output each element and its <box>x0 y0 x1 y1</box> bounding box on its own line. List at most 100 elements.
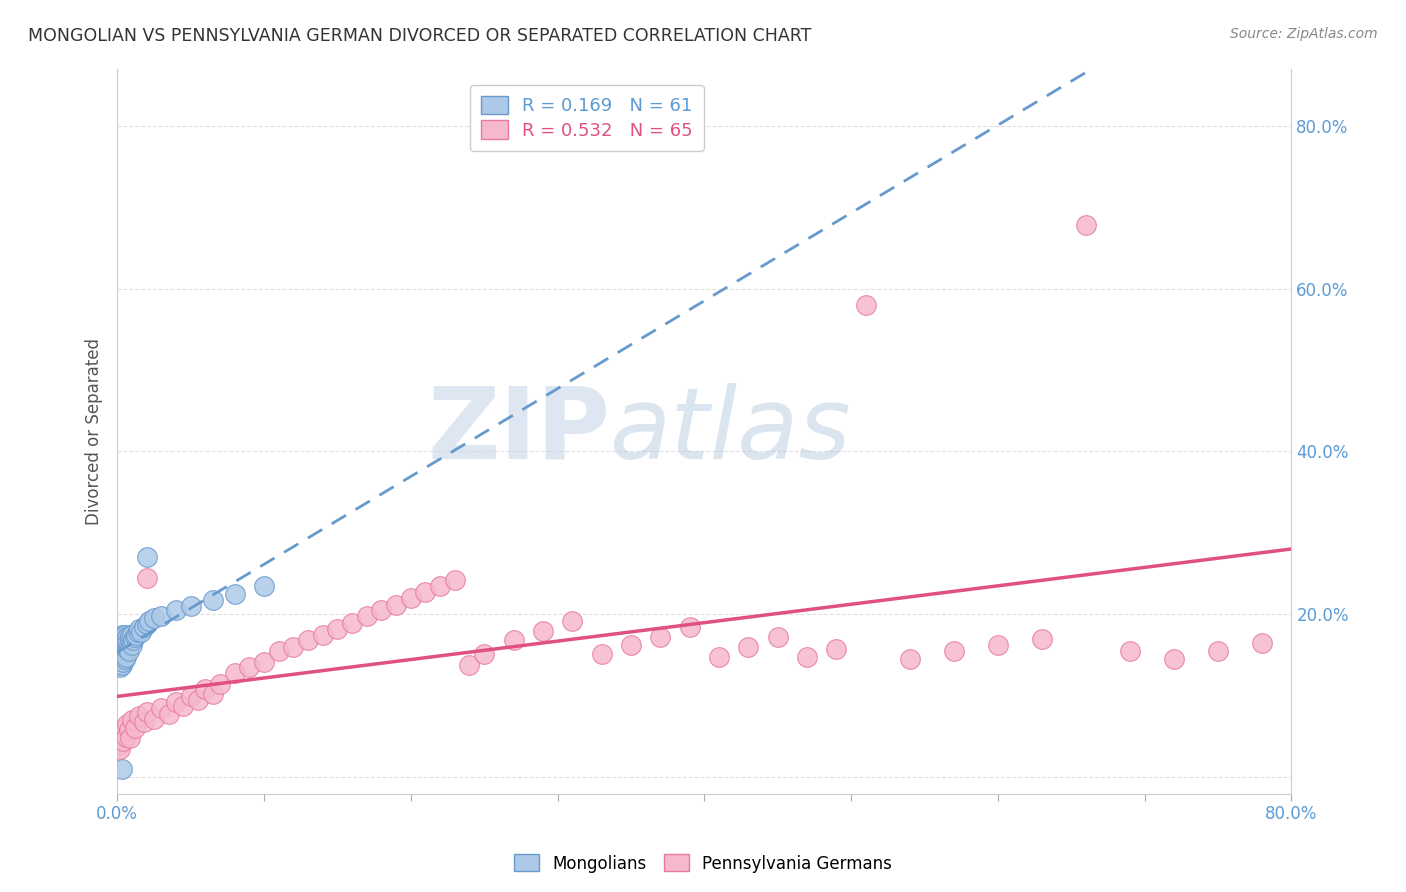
Point <box>107 738 129 752</box>
Point <box>107 640 129 654</box>
Point <box>679 620 702 634</box>
Point <box>112 633 135 648</box>
Point <box>385 598 408 612</box>
Point <box>114 722 136 736</box>
Point <box>129 625 152 640</box>
Point <box>120 633 142 648</box>
Point <box>110 641 132 656</box>
Point <box>117 636 139 650</box>
Point <box>187 693 209 707</box>
Point <box>737 640 759 654</box>
Point <box>114 639 136 653</box>
Point <box>110 628 132 642</box>
Point <box>117 630 139 644</box>
Point <box>855 298 877 312</box>
Point <box>107 647 129 661</box>
Point <box>201 687 224 701</box>
Point <box>115 633 138 648</box>
Point <box>415 584 437 599</box>
Point <box>138 614 160 628</box>
Point <box>121 639 143 653</box>
Point <box>253 579 276 593</box>
Point <box>1251 636 1274 650</box>
Point <box>107 657 129 672</box>
Point <box>458 657 481 672</box>
Point <box>135 705 157 719</box>
Point <box>121 714 143 728</box>
Point <box>110 649 132 664</box>
Point <box>135 617 157 632</box>
Point <box>114 628 136 642</box>
Point <box>942 644 965 658</box>
Point <box>283 640 305 654</box>
Point <box>108 633 131 648</box>
Point <box>108 641 131 656</box>
Point <box>208 676 231 690</box>
Point <box>107 649 129 664</box>
Point <box>118 639 141 653</box>
Point <box>1074 218 1097 232</box>
Point <box>326 622 349 636</box>
Point <box>472 647 495 661</box>
Point <box>112 733 135 747</box>
Point <box>150 609 173 624</box>
Point <box>121 628 143 642</box>
Point <box>224 587 246 601</box>
Point <box>312 628 335 642</box>
Point <box>135 571 157 585</box>
Point <box>108 742 131 756</box>
Point <box>297 633 319 648</box>
Point <box>128 709 150 723</box>
Point <box>107 644 129 658</box>
Point <box>707 649 730 664</box>
Legend: Mongolians, Pennsylvania Germans: Mongolians, Pennsylvania Germans <box>508 847 898 880</box>
Point <box>443 573 465 587</box>
Text: atlas: atlas <box>610 383 852 480</box>
Point <box>267 644 290 658</box>
Point <box>399 591 422 606</box>
Point <box>253 655 276 669</box>
Point <box>356 609 378 624</box>
Point <box>107 655 129 669</box>
Point <box>110 657 132 672</box>
Point <box>531 624 554 638</box>
Point <box>150 701 173 715</box>
Point <box>110 725 132 739</box>
Point <box>1206 644 1229 658</box>
Point <box>142 712 165 726</box>
Point <box>201 592 224 607</box>
Point <box>115 649 138 664</box>
Point <box>135 550 157 565</box>
Point <box>112 655 135 669</box>
Point <box>117 641 139 656</box>
Text: MONGOLIAN VS PENNSYLVANIA GERMAN DIVORCED OR SEPARATED CORRELATION CHART: MONGOLIAN VS PENNSYLVANIA GERMAN DIVORCE… <box>28 27 811 45</box>
Point <box>172 698 194 713</box>
Point <box>128 622 150 636</box>
Point <box>620 639 643 653</box>
Point <box>370 603 392 617</box>
Point <box>766 630 789 644</box>
Legend: R = 0.169   N = 61, R = 0.532   N = 65: R = 0.169 N = 61, R = 0.532 N = 65 <box>470 85 704 151</box>
Text: Source: ZipAtlas.com: Source: ZipAtlas.com <box>1230 27 1378 41</box>
Point <box>224 666 246 681</box>
Point <box>165 603 187 617</box>
Point <box>898 652 921 666</box>
Point <box>114 652 136 666</box>
Point <box>110 652 132 666</box>
Point <box>650 630 672 644</box>
Point <box>110 639 132 653</box>
Point <box>796 649 818 664</box>
Point <box>125 628 148 642</box>
Point <box>502 633 524 648</box>
Point <box>157 706 180 721</box>
Point <box>107 652 129 666</box>
Point <box>118 644 141 658</box>
Point <box>108 649 131 664</box>
Point <box>561 614 583 628</box>
Point <box>429 579 451 593</box>
Point <box>108 646 131 660</box>
Point <box>108 660 131 674</box>
Point <box>117 717 139 731</box>
Point <box>825 641 848 656</box>
Point <box>115 644 138 658</box>
